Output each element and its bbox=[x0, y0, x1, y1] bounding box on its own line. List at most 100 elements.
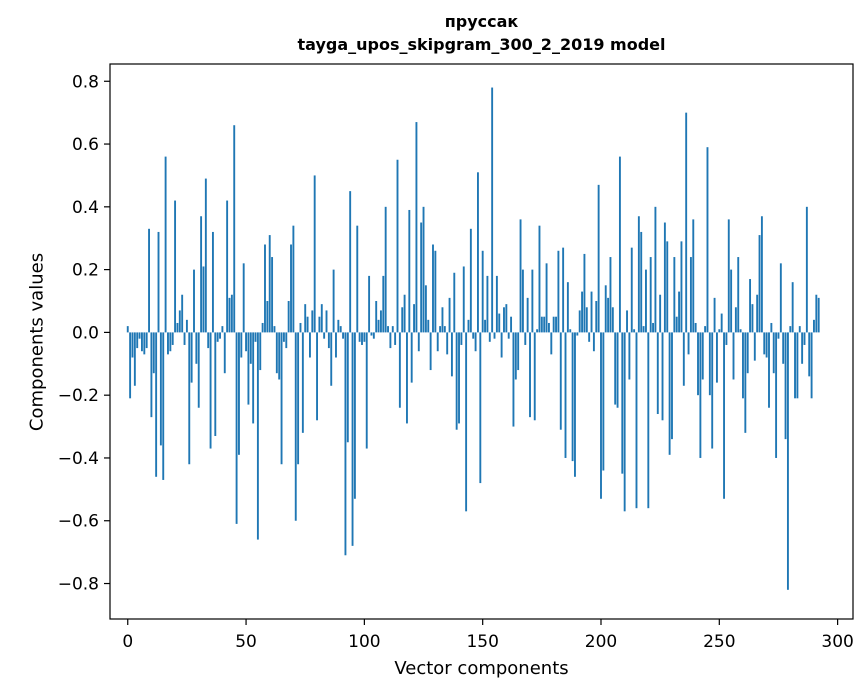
bar bbox=[327, 332, 330, 349]
bar bbox=[256, 332, 259, 540]
bar bbox=[204, 178, 207, 333]
bar bbox=[462, 266, 465, 333]
bar bbox=[661, 332, 664, 421]
bar bbox=[221, 326, 224, 333]
bar bbox=[666, 241, 669, 333]
bar bbox=[798, 326, 801, 333]
bar bbox=[635, 332, 638, 509]
bar bbox=[181, 294, 184, 333]
bar bbox=[791, 282, 794, 333]
bar bbox=[240, 332, 243, 358]
bar bbox=[259, 332, 262, 371]
x-tick-label: 250 bbox=[703, 632, 735, 652]
bar bbox=[332, 269, 335, 333]
bar bbox=[450, 332, 453, 377]
bar bbox=[529, 332, 531, 418]
x-tick-label: 300 bbox=[821, 632, 853, 652]
bar bbox=[453, 272, 456, 333]
bar bbox=[140, 332, 143, 352]
y-tick-label: −0.8 bbox=[58, 575, 99, 595]
bar bbox=[704, 326, 707, 333]
bar bbox=[488, 332, 491, 342]
bar bbox=[372, 332, 375, 339]
bar bbox=[730, 269, 733, 333]
bar bbox=[758, 235, 761, 333]
bar bbox=[817, 297, 820, 333]
x-tick-label: 200 bbox=[585, 632, 617, 652]
bar bbox=[252, 332, 255, 424]
bar bbox=[439, 326, 442, 333]
bar bbox=[673, 257, 676, 333]
bar bbox=[656, 332, 659, 415]
bar bbox=[301, 332, 304, 433]
bar bbox=[316, 332, 318, 421]
bar bbox=[500, 332, 503, 358]
bar bbox=[268, 235, 271, 333]
bar bbox=[578, 310, 581, 333]
bar bbox=[171, 332, 174, 345]
bar bbox=[410, 332, 413, 383]
bar bbox=[148, 228, 150, 333]
bar bbox=[531, 269, 534, 333]
bar bbox=[505, 304, 508, 333]
bar bbox=[694, 322, 697, 333]
bar bbox=[597, 184, 600, 333]
bar bbox=[808, 332, 811, 377]
bar bbox=[129, 332, 132, 399]
bar bbox=[266, 301, 269, 333]
bar bbox=[299, 322, 302, 333]
bar bbox=[746, 332, 749, 374]
bar bbox=[805, 206, 808, 333]
bar bbox=[514, 332, 517, 380]
bar bbox=[434, 250, 437, 333]
bar bbox=[718, 329, 721, 333]
bar bbox=[389, 332, 392, 349]
bar bbox=[647, 332, 650, 509]
bar bbox=[510, 316, 513, 333]
bar bbox=[604, 285, 607, 333]
bar bbox=[420, 222, 423, 333]
bar bbox=[152, 332, 155, 374]
chart-subtitle: tayga_upos_skipgram_300_2_2019 model bbox=[297, 35, 666, 54]
bar bbox=[711, 332, 714, 449]
bar bbox=[346, 332, 349, 443]
bar bbox=[701, 332, 704, 380]
bar bbox=[630, 247, 633, 333]
bar bbox=[188, 332, 191, 465]
bar bbox=[403, 294, 406, 333]
bar bbox=[713, 297, 716, 333]
bar bbox=[689, 257, 692, 333]
bar bbox=[458, 332, 460, 424]
bar bbox=[467, 319, 470, 333]
bar bbox=[671, 332, 673, 440]
bar bbox=[183, 332, 186, 345]
bar bbox=[275, 332, 278, 374]
bar bbox=[772, 332, 775, 374]
bar bbox=[547, 322, 550, 333]
bar bbox=[230, 294, 233, 333]
bar bbox=[292, 225, 295, 333]
bar bbox=[178, 310, 181, 333]
bar bbox=[131, 332, 134, 358]
bar bbox=[538, 225, 541, 333]
bar bbox=[379, 310, 382, 333]
bar bbox=[685, 112, 688, 333]
bar bbox=[159, 332, 162, 446]
bar bbox=[813, 319, 815, 333]
bar bbox=[264, 244, 266, 333]
bar bbox=[242, 263, 245, 333]
bar bbox=[370, 332, 373, 336]
bar bbox=[609, 257, 612, 333]
bar bbox=[391, 326, 394, 333]
bar bbox=[382, 275, 385, 333]
bar bbox=[282, 332, 285, 342]
plot-frame bbox=[109, 63, 854, 620]
bar bbox=[193, 269, 195, 333]
bar bbox=[739, 329, 742, 333]
bar bbox=[377, 319, 380, 333]
x-axis-label: Vector components bbox=[394, 658, 569, 679]
bar bbox=[498, 313, 501, 333]
bar bbox=[358, 332, 361, 342]
bar bbox=[652, 322, 654, 333]
bar bbox=[320, 304, 323, 333]
